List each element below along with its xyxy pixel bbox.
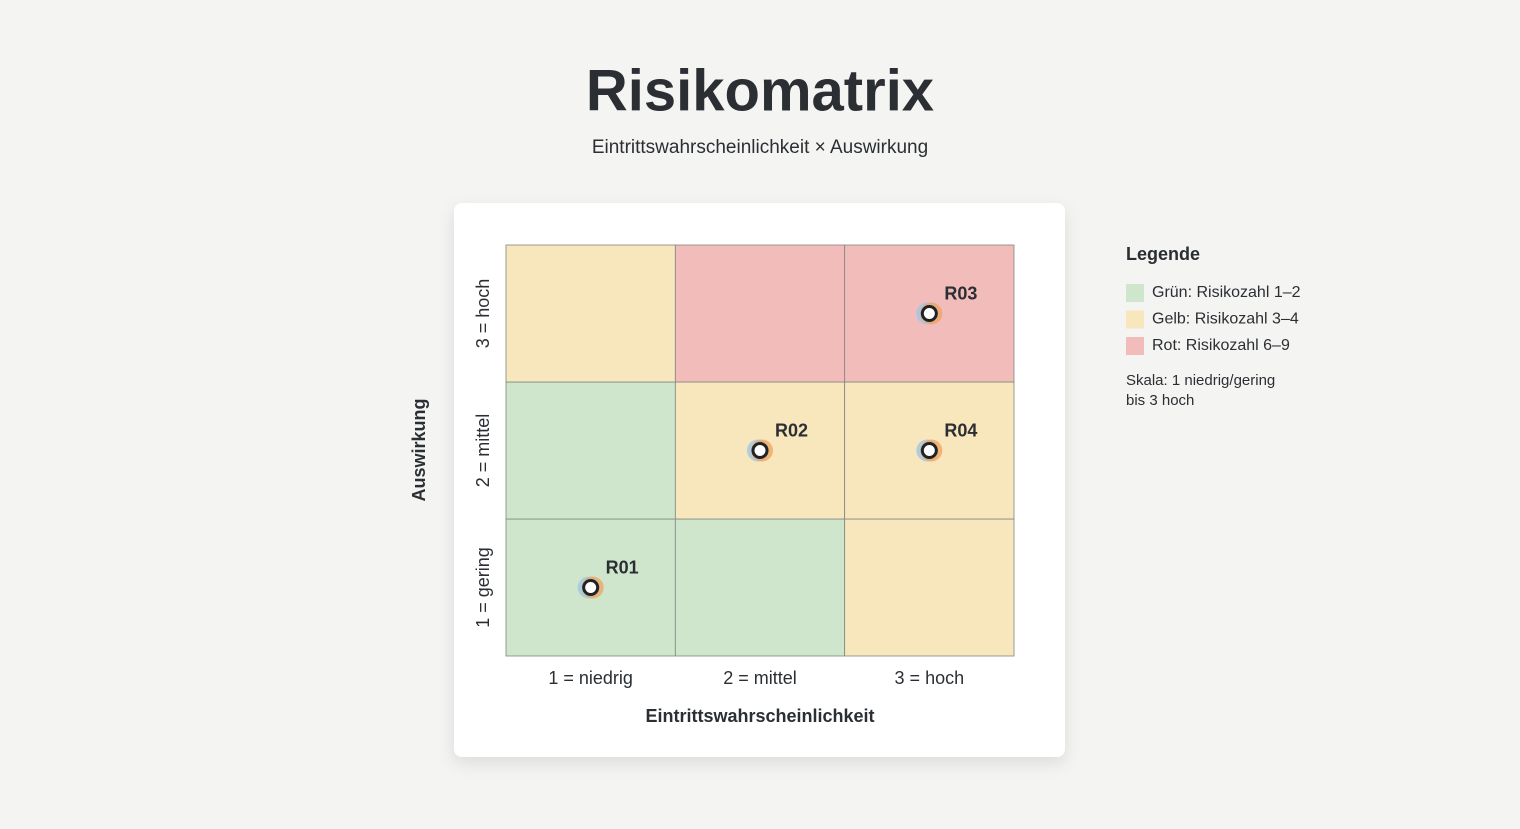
x-tick-label: 1 = niedrig — [548, 668, 633, 688]
x-axis-label: Eintrittswahrscheinlichkeit — [645, 706, 874, 726]
risk-point — [582, 579, 600, 596]
legend-title: Legende — [1126, 244, 1200, 264]
x-tick-label: 2 = mittel — [723, 668, 797, 688]
point-label: R04 — [944, 420, 977, 440]
point-label: R03 — [944, 283, 977, 303]
y-tick-label: 1 = gering — [473, 547, 493, 628]
point-label: R01 — [606, 557, 639, 577]
matrix-cell — [505, 244, 676, 383]
point-label: R02 — [775, 420, 808, 440]
legend-label: Grün: Risikozahl 1–2 — [1152, 284, 1301, 301]
y-tick-label: 2 = mittel — [473, 414, 493, 488]
legend-note: bis 3 hoch — [1126, 392, 1194, 409]
legend-note: Skala: 1 niedrig/gering — [1126, 372, 1275, 389]
legend-label: Gelb: Risikozahl 3–4 — [1152, 311, 1299, 328]
risk-point — [920, 305, 938, 322]
risk-point — [920, 442, 938, 459]
chart-title: Risikomatrix — [586, 58, 934, 123]
legend-label: Rot: Risikozahl 6–9 — [1152, 337, 1290, 354]
matrix-cell — [505, 381, 676, 520]
legend-swatch — [1126, 284, 1144, 302]
y-axis-label: Auswirkung — [409, 398, 429, 501]
chart-subtitle: Eintrittswahrscheinlichkeit × Auswirkung — [592, 137, 928, 158]
risk-point — [751, 442, 769, 459]
y-tick-label: 3 = hoch — [473, 279, 493, 349]
legend-swatch — [1126, 337, 1144, 355]
matrix-cell — [844, 518, 1015, 657]
legend-swatch — [1126, 310, 1144, 329]
x-tick-label: 3 = hoch — [895, 668, 965, 688]
matrix-cell — [674, 518, 846, 657]
matrix-cell — [674, 244, 846, 383]
